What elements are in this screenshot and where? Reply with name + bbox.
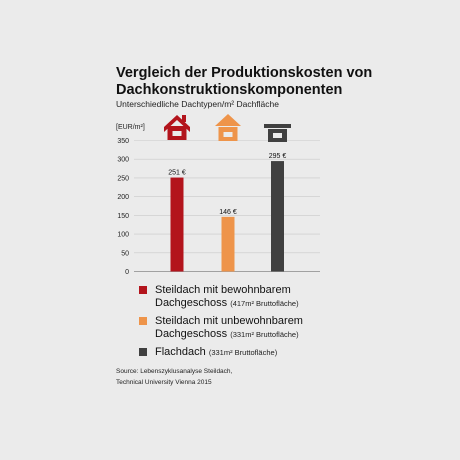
y-axis-label: [EUR/m²] [116, 124, 145, 131]
y-tick-label: 300 [117, 157, 129, 164]
legend-label: Steildach mit bewohnbarem Dachgeschoss (… [155, 284, 299, 309]
value-label: 146 € [219, 209, 237, 216]
y-tick-label: 150 [117, 213, 129, 220]
y-tick-labels: 0 50 100 150 200 250 300 350 [117, 138, 129, 276]
y-tick-label: 0 [125, 269, 129, 276]
legend-label: Steildach mit unbewohnbarem Dachgeschoss… [155, 315, 303, 340]
y-tick-label: 250 [117, 175, 129, 182]
legend-item-steildach-bewohnbar: Steildach mit bewohnbarem Dachgeschoss (… [139, 284, 399, 310]
legend-note: (417m² Bruttofläche) [230, 299, 299, 308]
y-tick-label: 50 [121, 250, 129, 257]
bar [221, 216, 235, 272]
y-tick-label: 200 [117, 194, 129, 201]
legend-note: (331m² Bruttofläche) [208, 348, 278, 357]
value-label: 251 € [168, 170, 186, 177]
source-note: Source: Lebenszyklusanalyse Steildach, T… [116, 368, 233, 386]
value-labels: 251 € 146 € 295 € [168, 153, 286, 216]
legend-item-steildach-unbewohnbar: Steildach mit unbewohnbarem Dachgeschoss… [139, 315, 399, 341]
legend-swatch [139, 317, 147, 325]
value-label: 295 € [269, 153, 287, 160]
legend-item-flachdach: Flachdach (331m² Bruttofläche) [139, 346, 399, 359]
chart-title: Vergleich der Produktionskosten von Dach… [116, 65, 373, 98]
bar [170, 177, 184, 272]
legend-label: Flachdach (331m² Bruttofläche) [155, 346, 278, 358]
legend-swatch [139, 286, 147, 294]
legend-note: (331m² Bruttofläche) [230, 330, 299, 339]
chart-subtitle: Unterschiedliche Dachtypen/m² Dachfläche [116, 99, 279, 109]
legend-swatch [139, 348, 147, 356]
bar [271, 161, 284, 272]
pitched-roof-house-dormer-icon [164, 115, 190, 140]
pitched-roof-house-icon [215, 114, 241, 141]
flat-roof-house-icon [264, 124, 291, 142]
y-tick-label: 100 [117, 232, 129, 239]
legend: Steildach mit bewohnbarem Dachgeschoss (… [139, 284, 399, 364]
y-tick-label: 350 [117, 138, 129, 145]
bars [170, 161, 284, 272]
